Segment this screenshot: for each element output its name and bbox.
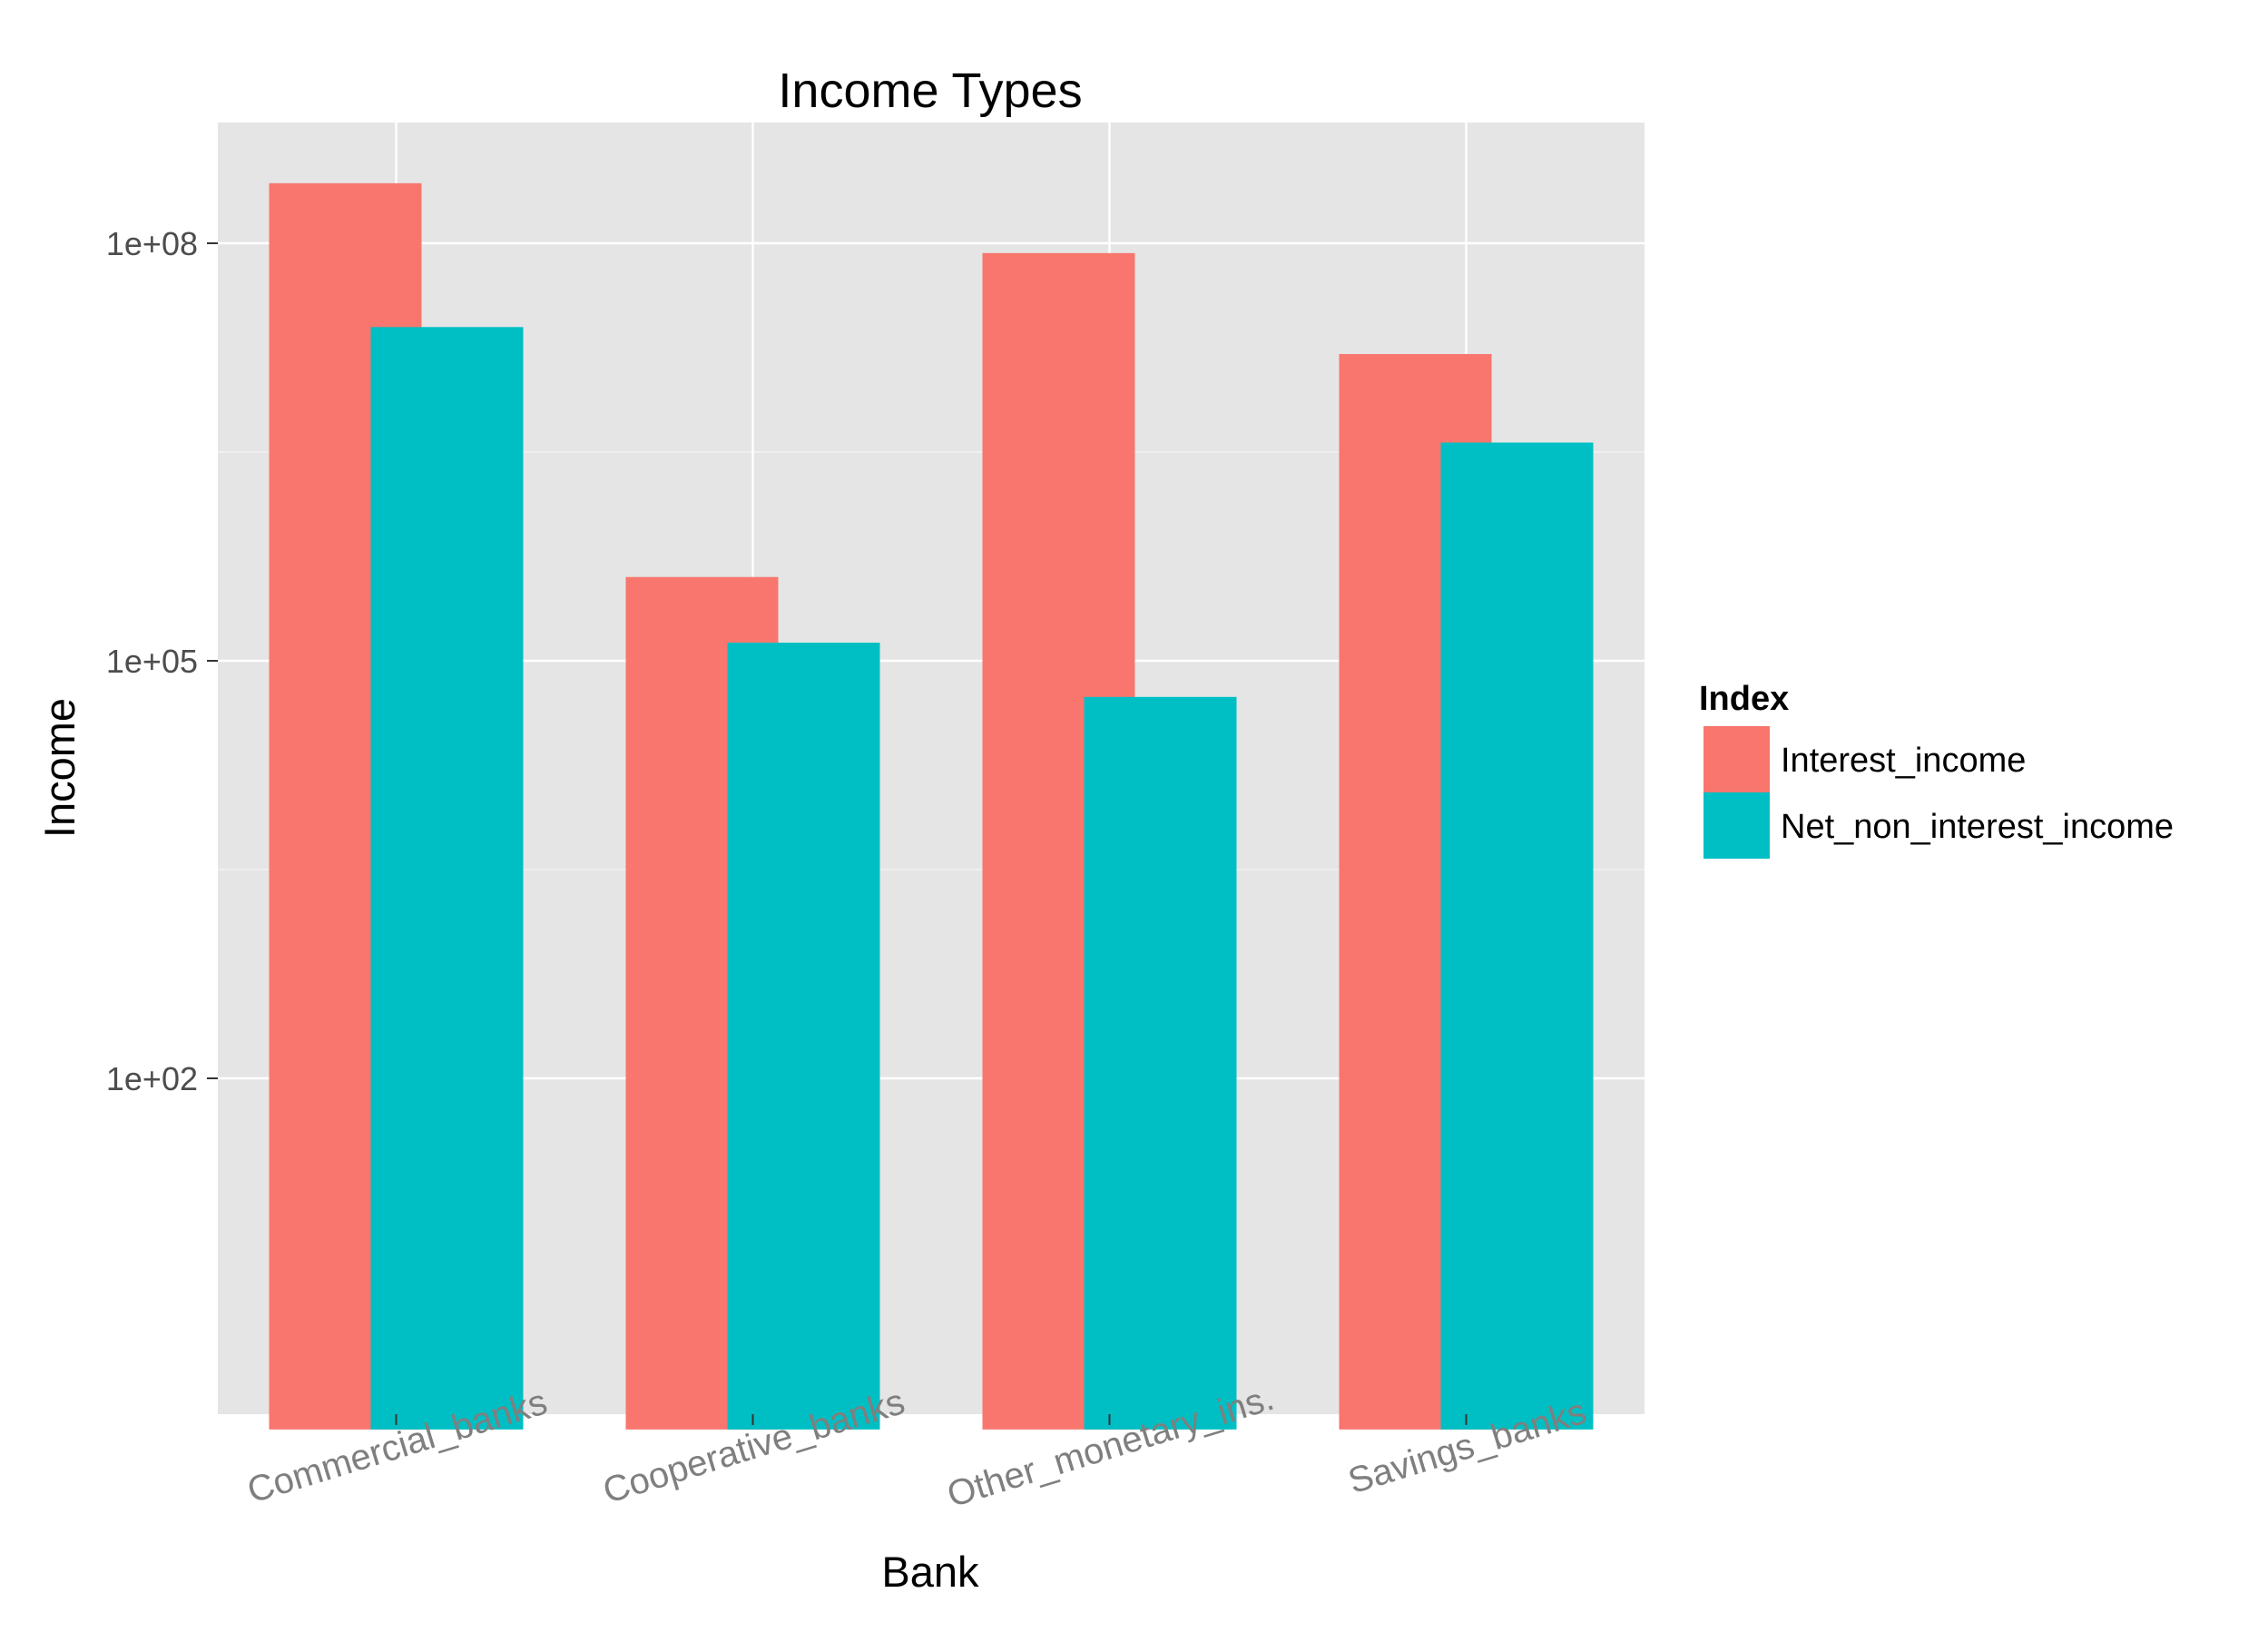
bar-net-non-interest-income-cooperative-banks — [727, 643, 880, 1430]
bar-net-non-interest-income-commercial-banks — [370, 327, 524, 1430]
legend-label: Interest_income — [1781, 742, 2026, 780]
chart-title: Income Types — [778, 64, 1082, 118]
legend-title: Index — [1699, 680, 1789, 718]
y-axis-title: Income — [35, 698, 83, 838]
legend: Index Interest_income Net_non_interest_in… — [1699, 680, 2174, 859]
y-tick-label: 1e+08 — [106, 225, 198, 262]
y-tick-label: 1e+02 — [106, 1060, 198, 1097]
legend-key-interest-income — [1703, 726, 1770, 792]
bar-net-non-interest-income-other-monetary-ins- — [1084, 696, 1237, 1430]
legend-key-net-non-interest-income — [1703, 792, 1770, 859]
y-tick-label: 1e+05 — [106, 643, 198, 680]
bars — [269, 182, 1594, 1430]
legend-label: Net_non_interest_income — [1781, 808, 2174, 846]
y-axis: 1e+02 1e+05 1e+08 — [106, 225, 218, 1097]
bar-net-non-interest-income-savings-banks — [1440, 442, 1594, 1430]
x-axis-title: Bank — [881, 1548, 979, 1596]
